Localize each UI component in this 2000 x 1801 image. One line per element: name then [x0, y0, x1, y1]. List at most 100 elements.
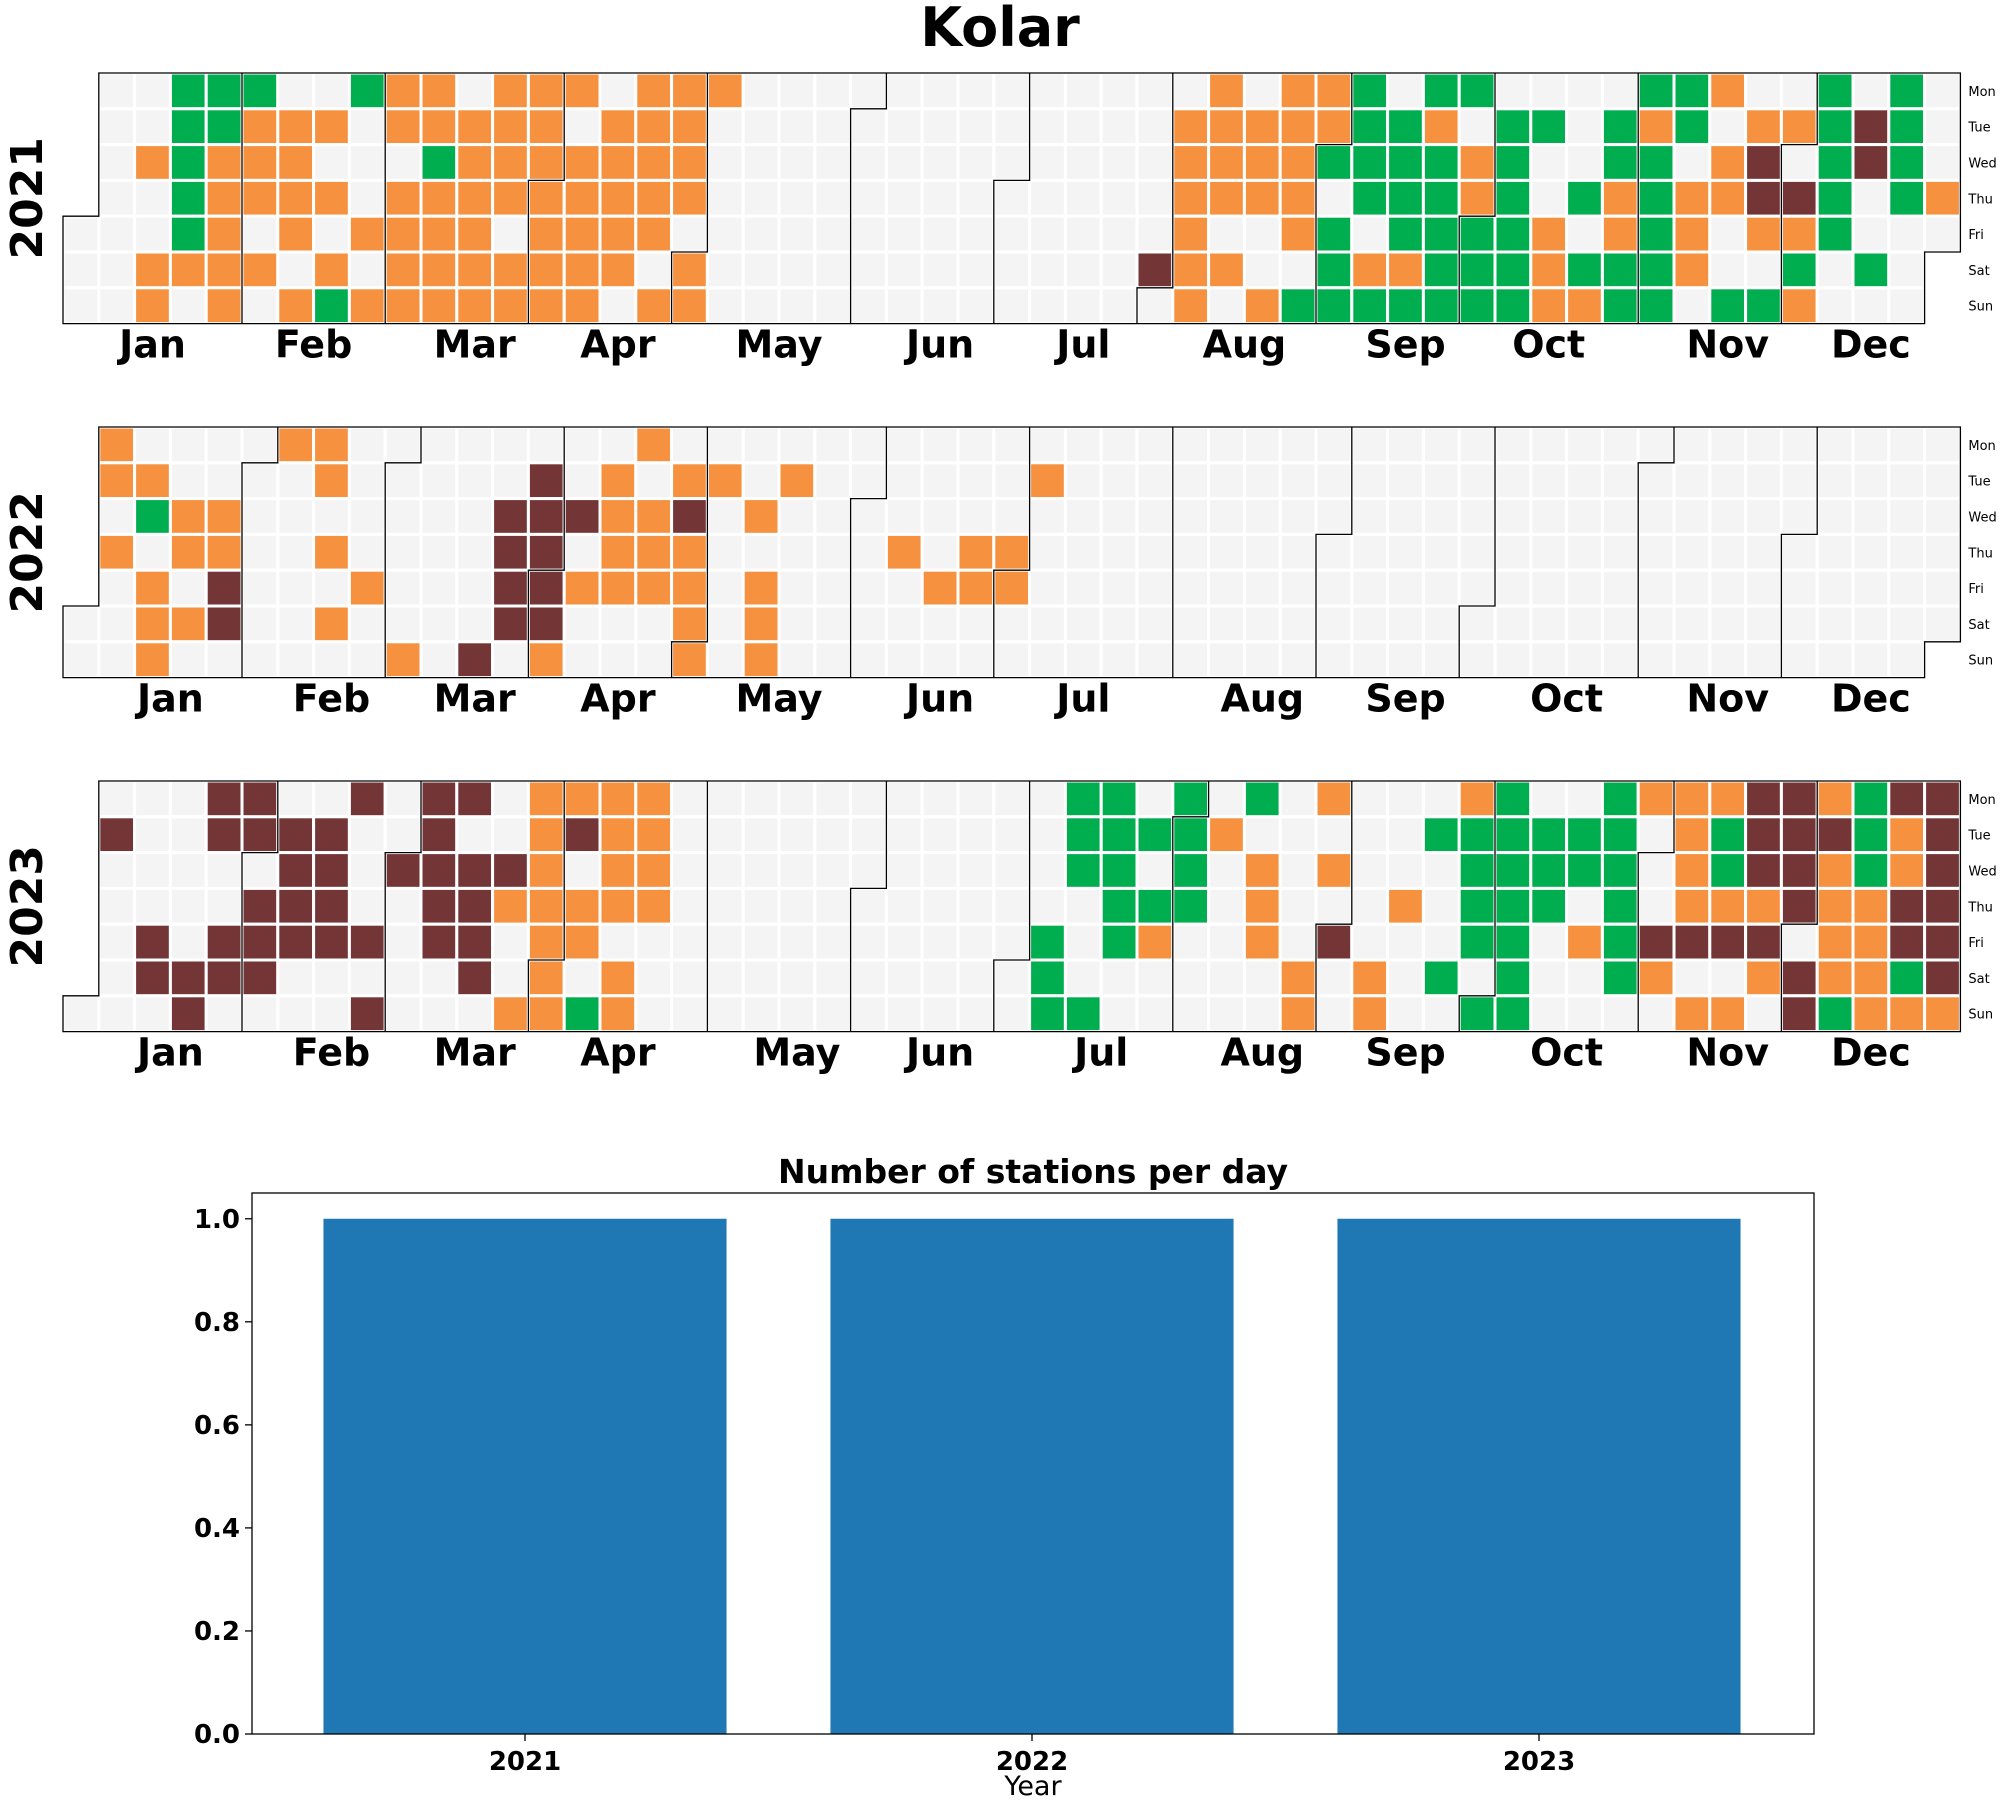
day-cell — [1242, 851, 1282, 890]
day-cell — [312, 851, 351, 890]
day-cell — [670, 958, 709, 998]
day-cell — [920, 425, 960, 465]
day-cell — [956, 922, 996, 962]
year-label: 2022 — [2, 491, 53, 613]
day-cell — [634, 886, 674, 926]
day-cell — [1672, 178, 1712, 218]
day-cell — [1278, 604, 1318, 644]
day-cell — [1171, 568, 1211, 608]
day-cell — [1493, 286, 1533, 326]
day-cell — [849, 71, 888, 111]
day-cell — [312, 815, 351, 855]
day-cell — [634, 779, 674, 819]
day-cell — [1028, 425, 1067, 465]
day-cell — [813, 994, 853, 1034]
day-cell — [598, 107, 638, 147]
day-cell — [562, 958, 602, 998]
weekday-label: Thu — [1967, 546, 1992, 561]
day-cell — [884, 886, 924, 926]
day-cell — [276, 958, 316, 998]
day-cell — [920, 71, 960, 111]
day-cell — [1457, 604, 1497, 644]
day-cell — [1887, 461, 1927, 501]
weekday-label: Mon — [1968, 793, 1995, 808]
day-cell — [1314, 497, 1354, 536]
day-cell — [1672, 815, 1712, 855]
day-cell — [491, 604, 530, 644]
day-cell — [1815, 178, 1855, 218]
year-label: 2021 — [2, 137, 53, 259]
day-cell — [1636, 640, 1676, 680]
day-cell — [741, 178, 781, 218]
day-cell — [813, 958, 853, 998]
day-cell — [884, 107, 924, 147]
day-cell — [1887, 143, 1927, 182]
day-cell — [97, 286, 137, 326]
day-cell — [1135, 779, 1175, 819]
day-cell — [598, 178, 638, 218]
day-cell — [61, 994, 101, 1034]
weekday-label: Mon — [1968, 85, 1995, 100]
day-cell — [992, 71, 1032, 111]
day-cell — [276, 286, 316, 326]
day-cell — [1063, 425, 1103, 465]
day-cell — [240, 815, 280, 855]
day-cell — [849, 532, 888, 572]
day-cell — [276, 815, 316, 855]
day-cell — [1421, 922, 1461, 962]
day-cell — [598, 604, 638, 644]
year-outline — [62, 72, 1962, 325]
day-cell — [276, 461, 316, 501]
day-cell — [312, 71, 351, 111]
day-cell — [1457, 640, 1497, 680]
day-cell — [1135, 71, 1175, 111]
day-cell — [1887, 214, 1927, 254]
day-cell — [526, 250, 566, 290]
day-cell — [168, 886, 208, 926]
day-cell — [383, 71, 423, 111]
day-cell — [168, 497, 208, 536]
day-cell — [956, 71, 996, 111]
day-cell — [813, 604, 853, 644]
day-cell — [1708, 286, 1748, 326]
day-cell — [777, 994, 817, 1034]
day-cell — [1386, 958, 1425, 998]
weekday-label: Wed — [1968, 511, 1996, 526]
month-label: Aug — [1220, 1031, 1304, 1075]
day-cell — [1314, 532, 1354, 572]
day-cell — [383, 815, 423, 855]
day-cell — [455, 286, 495, 326]
day-cell — [1887, 779, 1927, 819]
day-cell — [920, 640, 960, 680]
day-cell — [1457, 851, 1497, 890]
day-cell — [634, 851, 674, 890]
day-cell — [777, 851, 817, 890]
day-cell — [1779, 425, 1819, 465]
day-cell — [1493, 779, 1533, 819]
day-cell — [634, 815, 674, 855]
day-cell — [312, 497, 351, 536]
day-cell — [1314, 143, 1354, 182]
day-cell — [204, 568, 244, 608]
day-cell — [1923, 994, 1962, 1034]
calendar-2022: Jan Feb Mar Apr May Jun Jul Aug Sep Oct Nov Dec Mon T… — [2, 425, 1997, 721]
day-cell — [777, 779, 817, 819]
day-cell — [491, 568, 530, 608]
day-cell — [491, 71, 530, 111]
month-boundary — [527, 427, 565, 678]
day-cell — [884, 851, 924, 890]
day-cell — [813, 71, 853, 111]
day-cell — [670, 461, 709, 501]
weekday-label: Thu — [1967, 192, 1992, 207]
month-boundary — [1637, 781, 1675, 1032]
day-cell — [240, 107, 280, 147]
day-cell — [598, 640, 638, 680]
day-cell — [884, 286, 924, 326]
day-cell — [884, 994, 924, 1034]
day-cell — [312, 604, 351, 644]
day-cell — [1278, 497, 1318, 536]
day-cell — [383, 425, 423, 465]
day-cell — [849, 779, 888, 819]
day-cell — [383, 107, 423, 147]
day-cell — [1744, 604, 1783, 644]
